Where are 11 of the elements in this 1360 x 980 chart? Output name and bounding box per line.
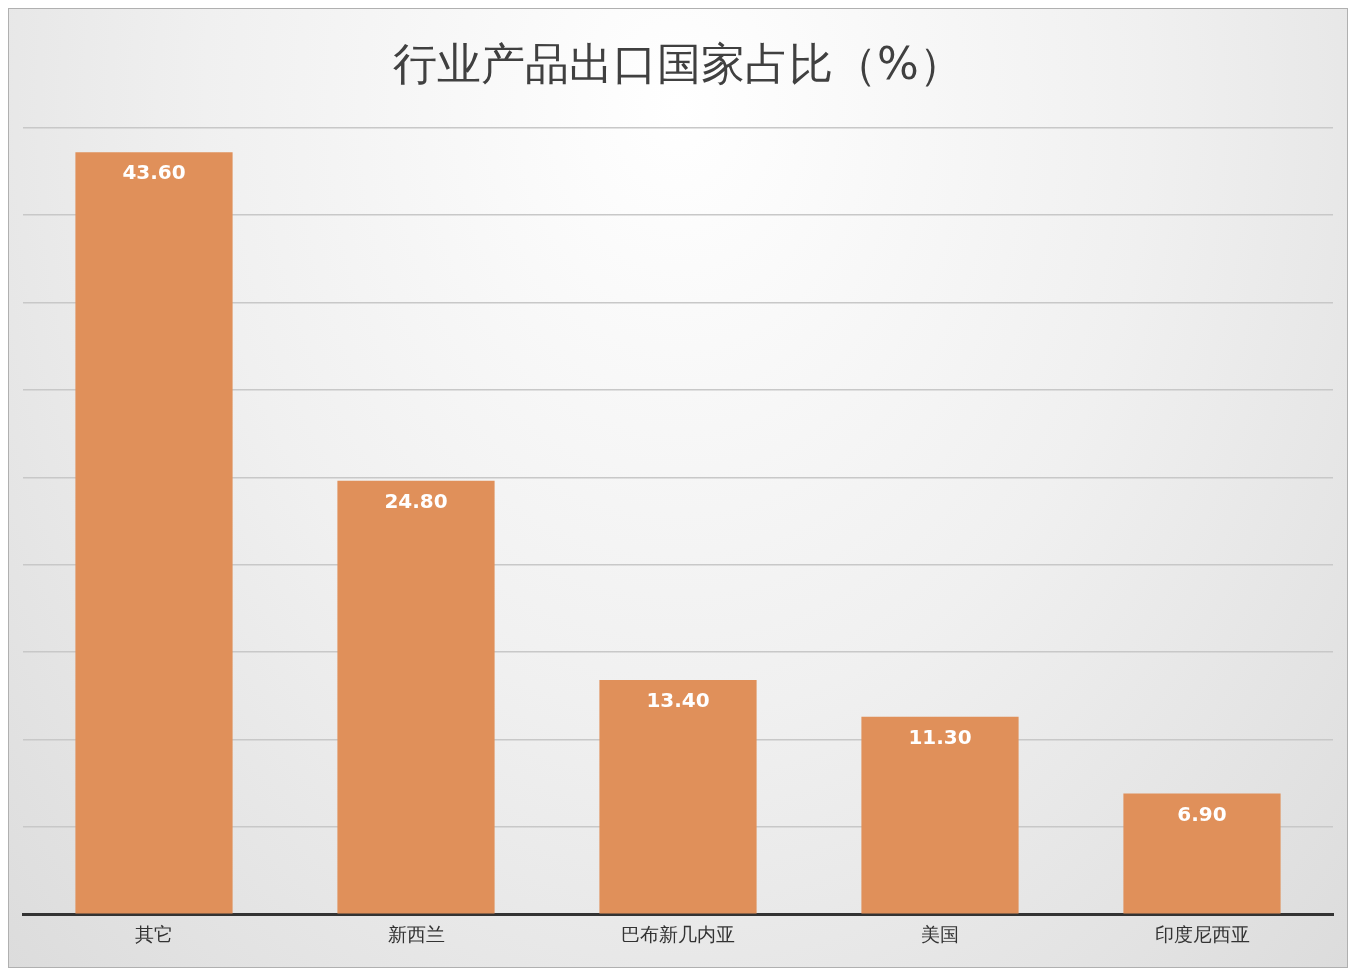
x-tick-label: 其它 — [135, 922, 173, 945]
x-tick-label: 印度尼西亚 — [1154, 922, 1250, 945]
x-tick-label: 巴布新几内亚 — [621, 922, 735, 945]
chart-title: 行业产品出口国家占比（%） — [393, 37, 963, 89]
data-label: 11.30 — [908, 724, 972, 749]
x-tick-label: 新西兰 — [387, 922, 445, 945]
data-label: 24.80 — [384, 489, 448, 514]
x-tick-label: 美国 — [921, 922, 959, 945]
data-label: 6.90 — [1177, 801, 1227, 826]
data-label: 13.40 — [646, 688, 710, 713]
data-label: 43.60 — [122, 160, 186, 185]
